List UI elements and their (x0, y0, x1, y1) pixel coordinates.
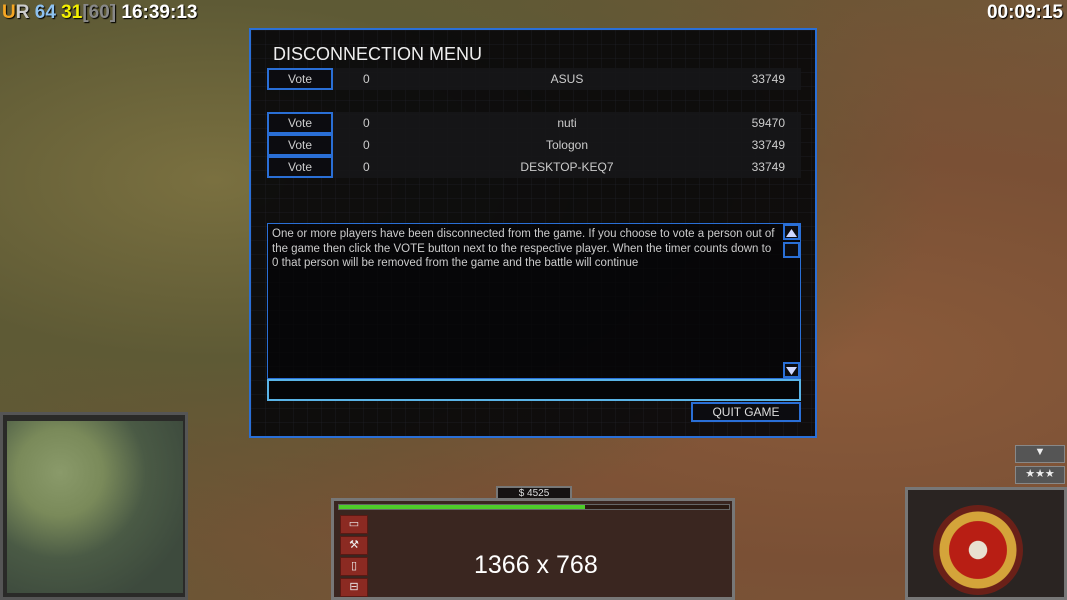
fps-cap: [60] (82, 2, 117, 23)
player-row: Vote 0 nuti 59470 (267, 112, 801, 134)
options-button[interactable]: ▭ (340, 515, 368, 534)
repair-wrench-button[interactable]: ⚒ (340, 536, 368, 555)
player-name: Tologon (545, 138, 589, 152)
vote-count: 0 (363, 138, 370, 152)
player-row: Vote 0 DESKTOP-KEQ7 33749 (267, 156, 801, 178)
power-bar-fill (339, 505, 585, 509)
resolution-overlay: 1366 x 768 (474, 551, 598, 579)
scroll-up-button[interactable] (783, 224, 800, 240)
player-row: Vote 0 Tologon 33749 (267, 134, 801, 156)
disconnection-dialog: DISCONNECTION MENU Vote 0 ASUS 33749 Vot… (249, 28, 817, 438)
game-timer: 00:09:15 (986, 2, 1063, 23)
chat-input[interactable] (267, 379, 801, 401)
minimap[interactable] (7, 421, 183, 593)
sell-button[interactable]: ▯ (340, 557, 368, 576)
scroll-down-button[interactable] (783, 362, 800, 378)
arrow-up-icon (786, 229, 797, 237)
scrollbar-thumb[interactable] (783, 242, 800, 258)
general-portrait-panel (905, 487, 1067, 600)
collapse-button[interactable]: ▼ (1015, 445, 1065, 463)
arrow-down-icon (786, 367, 797, 375)
generals-rank-button[interactable]: ★★★ (1015, 466, 1065, 484)
fps-min: 31 (61, 2, 83, 23)
player-name: ASUS (550, 72, 584, 86)
player-ping: 33749 (751, 138, 785, 152)
player-name: nuti (557, 116, 577, 130)
player-row: Vote 0 ASUS 33749 (267, 68, 801, 90)
vote-count: 0 (363, 160, 370, 174)
power-bar (338, 504, 730, 510)
player-ping: 33749 (751, 72, 785, 86)
fps-value: 64 (34, 2, 56, 23)
fps-counter: UR 64 31[60] 16:39:13 (2, 2, 197, 24)
fps-u: U (2, 2, 16, 23)
message-box: One or more players have been disconnect… (267, 223, 801, 379)
beacon-button[interactable]: ⊟ (340, 578, 368, 597)
player-ping: 59470 (751, 116, 785, 130)
vote-button[interactable]: Vote (267, 156, 333, 178)
clock: 16:39:13 (121, 2, 198, 23)
vote-button[interactable]: Vote (267, 68, 333, 90)
dialog-title: DISCONNECTION MENU (273, 44, 483, 64)
vote-button[interactable]: Vote (267, 134, 333, 156)
message-text: One or more players have been disconnect… (272, 228, 775, 269)
vote-count: 0 (363, 116, 370, 130)
player-name: DESKTOP-KEQ7 (520, 160, 614, 174)
vote-button[interactable]: Vote (267, 112, 333, 134)
general-emblem[interactable] (933, 505, 1023, 595)
command-bar: ▭ ⚒ ▯ ⊟ 1366 x 768 (331, 498, 735, 600)
quit-game-button[interactable]: QUIT GAME (691, 402, 801, 422)
vote-count: 0 (363, 72, 370, 86)
fps-r: R (15, 2, 30, 23)
minimap-frame (0, 412, 188, 600)
player-ping: 33749 (751, 160, 785, 174)
